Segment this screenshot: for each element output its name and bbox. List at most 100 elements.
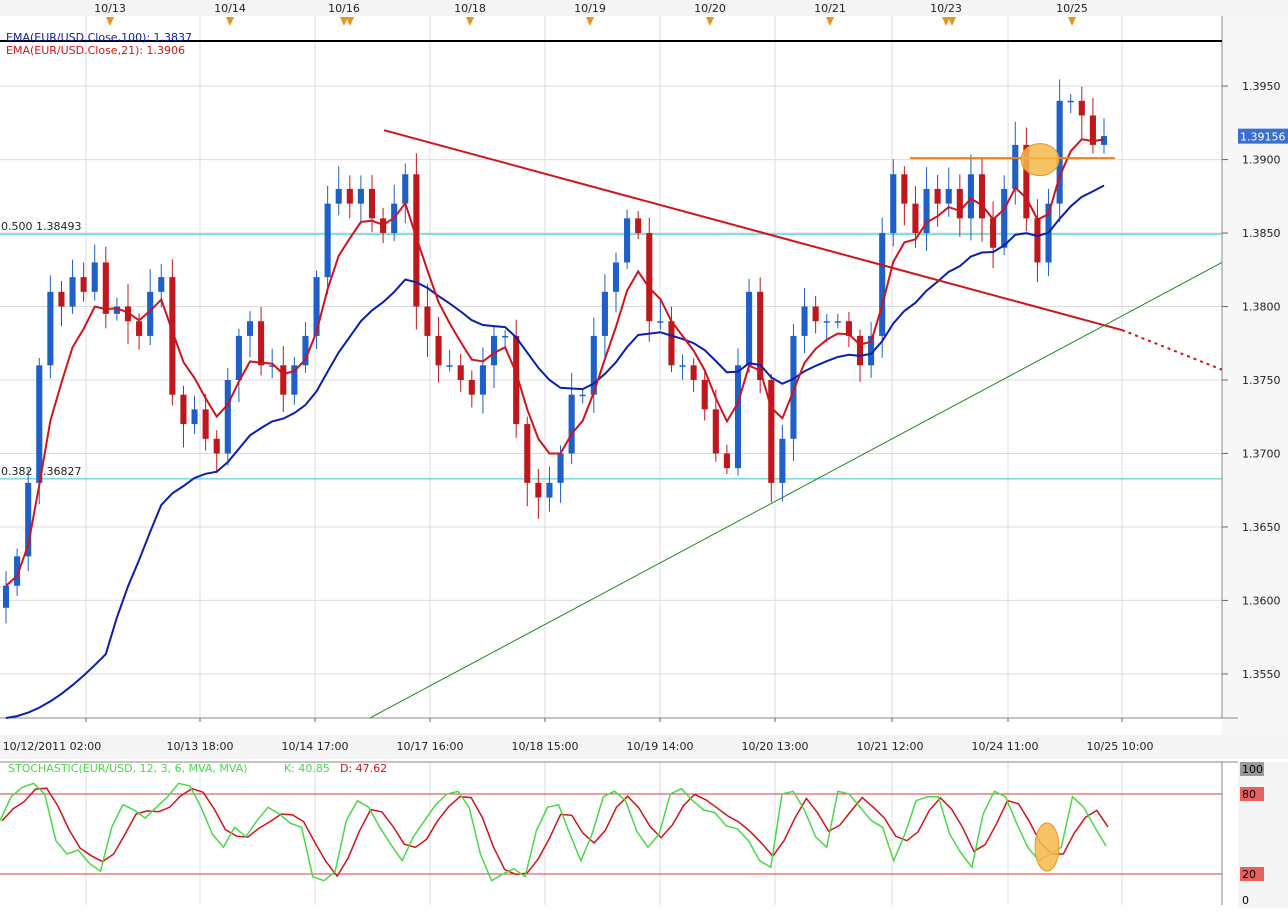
- candle: [956, 174, 963, 237]
- ascending-trendline[interactable]: [369, 261, 1223, 719]
- stochastic-scale-label: 0: [1242, 894, 1249, 907]
- price-tick-label: 1.3850: [1242, 227, 1281, 240]
- candle-body: [746, 291, 753, 366]
- candle: [635, 211, 642, 240]
- candle: [25, 469, 32, 572]
- candle-body: [590, 335, 597, 395]
- time-tick-label: 10/19 14:00: [627, 740, 694, 753]
- time-tick-label: 10/12/2011 02:00: [3, 740, 102, 753]
- price-tick-label: 1.3950: [1242, 80, 1281, 93]
- candle-body: [956, 188, 963, 219]
- candle: [14, 548, 21, 596]
- stochastic-scale-panel: [1238, 762, 1288, 908]
- time-tick-label: 10/18 15:00: [512, 740, 579, 753]
- candle: [490, 325, 498, 389]
- candle-body: [291, 365, 298, 395]
- time-tick-label: 10/17 16:00: [397, 740, 464, 753]
- candle-body: [1023, 144, 1030, 219]
- candle-body: [158, 277, 165, 292]
- candle-body: [14, 556, 21, 586]
- candle-body: [36, 365, 43, 483]
- candle: [535, 468, 542, 519]
- candle-body: [1089, 115, 1096, 145]
- event-marker-icon[interactable]: [948, 17, 956, 26]
- candle: [746, 278, 753, 374]
- event-marker-icon[interactable]: [586, 17, 594, 26]
- stochastic-scale-badge: [1240, 893, 1264, 907]
- candle: [47, 275, 54, 379]
- candle-body: [80, 277, 87, 292]
- ema21-legend: EMA(EUR/USD.Close,21): 1.3906: [6, 44, 185, 57]
- candle-body: [224, 380, 231, 454]
- price-tick-label: 1.3600: [1242, 594, 1281, 607]
- stochastic-d-line: [1, 787, 1109, 878]
- candle: [1100, 118, 1108, 154]
- candle: [734, 348, 742, 476]
- candle-body: [402, 174, 409, 204]
- last-price-label: 1.39156: [1240, 131, 1286, 144]
- event-marker-icon[interactable]: [106, 17, 114, 26]
- candle-body: [734, 365, 742, 469]
- event-marker-icon[interactable]: [942, 17, 950, 26]
- stochastic-scale-label: 80: [1242, 788, 1256, 801]
- candle-body: [113, 306, 120, 314]
- candle-body: [1034, 218, 1041, 263]
- event-marker-icon[interactable]: [1068, 17, 1076, 26]
- stochastic-scale-badge: [1240, 867, 1264, 881]
- stochastic-scale-badge: [1240, 787, 1264, 801]
- time-tick-label: 10/21 12:00: [857, 740, 924, 753]
- candle-body: [91, 262, 98, 292]
- candle-body: [269, 365, 276, 367]
- breakout-highlight: [1020, 143, 1060, 177]
- price-tick-label: 1.3900: [1242, 154, 1281, 167]
- candle-body: [535, 482, 542, 498]
- stochastic-k-line: [0, 782, 1107, 882]
- event-marker-icon[interactable]: [346, 17, 354, 26]
- candle-body: [191, 409, 198, 425]
- candle-body: [213, 438, 220, 454]
- candle: [457, 353, 464, 393]
- candle-body: [579, 394, 586, 397]
- candle-body: [1100, 136, 1108, 145]
- ema21-line: [5, 138, 1105, 587]
- candle: [823, 313, 830, 343]
- candle: [690, 358, 697, 393]
- price-tick-label: 1.3700: [1242, 447, 1281, 460]
- candle-body: [934, 188, 941, 204]
- event-marker-icon[interactable]: [826, 17, 834, 26]
- candle-body: [1012, 144, 1019, 189]
- event-marker-icon[interactable]: [466, 17, 474, 26]
- candle-body: [490, 335, 498, 366]
- candle-body: [624, 218, 631, 263]
- candle: [557, 445, 564, 503]
- candle: [424, 284, 431, 357]
- candle: [912, 186, 919, 248]
- candle: [934, 174, 941, 227]
- candle: [812, 295, 819, 334]
- candle: [723, 444, 730, 475]
- candle-body: [368, 188, 376, 219]
- candle: [901, 166, 908, 226]
- candle-body: [801, 306, 808, 336]
- candle: [291, 357, 298, 405]
- candle-body: [468, 380, 475, 395]
- candle-body: [147, 291, 154, 336]
- candle: [102, 246, 109, 329]
- candle-body: [668, 321, 675, 366]
- candle: [402, 163, 409, 224]
- event-marker-icon[interactable]: [226, 17, 234, 26]
- candle-body: [180, 394, 187, 425]
- descending-trendline[interactable]: [383, 129, 1123, 332]
- ema100-legend: EMA(EUR/USD.Close,100): 1.3837: [6, 31, 192, 44]
- candle-body: [945, 188, 952, 204]
- candle: [579, 388, 586, 404]
- top-date-bar: [0, 0, 1288, 16]
- candle-body: [879, 233, 886, 336]
- candle-body: [335, 188, 342, 204]
- event-marker-icon[interactable]: [340, 17, 348, 26]
- candle: [612, 252, 620, 313]
- stochastic-title: STOCHASTIC(EUR/USD, 12, 3, 6, MVA, MVA): [8, 762, 248, 775]
- candle-body: [845, 321, 852, 336]
- event-marker-icon[interactable]: [706, 17, 714, 26]
